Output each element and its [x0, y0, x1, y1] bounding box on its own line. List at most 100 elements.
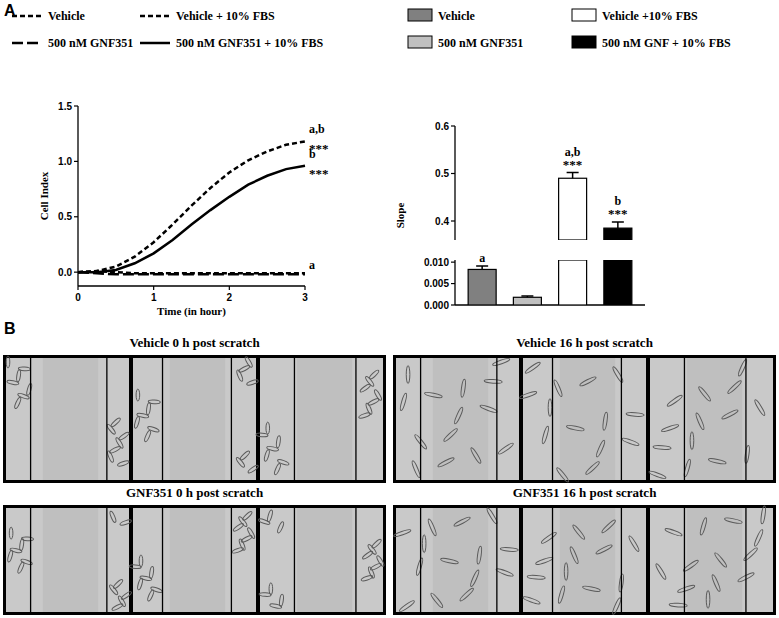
image-frame — [393, 355, 776, 483]
series-line — [78, 272, 305, 274]
annotation: *** — [563, 157, 583, 172]
cell — [666, 394, 683, 407]
cell — [232, 522, 244, 532]
cell — [744, 445, 750, 463]
y-tick-label: 0.010 — [424, 257, 449, 268]
cell — [361, 575, 374, 582]
wound-edge — [106, 508, 107, 612]
bar-upper — [559, 178, 587, 240]
annotation: a,b — [309, 122, 325, 136]
x-tick-label: 2 — [227, 292, 233, 303]
y-tick — [74, 105, 78, 106]
cell — [611, 597, 622, 615]
annotation: *** — [608, 206, 628, 221]
cell — [17, 561, 25, 573]
wound-edge — [745, 358, 746, 480]
cell — [266, 446, 278, 452]
y-axis — [77, 106, 78, 286]
cell — [579, 376, 597, 387]
cell — [376, 555, 385, 567]
cell — [612, 366, 624, 383]
micrograph — [133, 358, 256, 480]
legend-label: Vehicle + 10% FBS — [176, 9, 275, 23]
cell — [17, 392, 30, 399]
x-tick — [229, 286, 230, 290]
image-title: GNF351 0 h post scratch — [126, 485, 264, 500]
cell — [443, 428, 459, 443]
cell — [595, 544, 613, 555]
cell — [144, 430, 152, 442]
cell — [422, 535, 426, 553]
wound-edge — [745, 508, 746, 612]
cell — [247, 464, 259, 474]
cell — [362, 550, 374, 560]
cell — [108, 584, 118, 596]
micrograph — [260, 508, 383, 612]
cell — [149, 566, 154, 578]
cell — [424, 391, 442, 398]
wound-edge — [684, 358, 685, 480]
cell — [107, 450, 115, 462]
legend-label: Vehicle +10% FBS — [602, 9, 698, 23]
wound-edge — [552, 358, 553, 480]
cell — [664, 527, 682, 537]
wound-edge — [231, 508, 232, 612]
y-tick — [451, 262, 455, 263]
cell — [267, 510, 274, 523]
wound-edge — [231, 358, 232, 480]
cell — [453, 407, 464, 425]
annotation: b — [309, 147, 316, 161]
cell — [235, 457, 245, 469]
cell — [548, 399, 552, 417]
error-bar — [521, 296, 533, 297]
wound-edge — [294, 508, 295, 612]
cell — [256, 433, 268, 437]
cell — [706, 590, 710, 608]
cell — [743, 547, 759, 562]
wound-edge — [621, 508, 622, 612]
wound-edge — [355, 358, 356, 480]
micrograph — [650, 508, 773, 612]
wound-edge — [420, 508, 421, 612]
error-bar — [612, 222, 624, 228]
image-frame — [393, 505, 776, 615]
cell — [367, 566, 375, 578]
cell — [147, 426, 160, 433]
cell — [437, 457, 455, 468]
cell — [110, 417, 121, 428]
cell — [369, 369, 380, 380]
cell — [655, 563, 667, 580]
cell — [134, 416, 141, 429]
cell — [497, 442, 514, 455]
error-bar — [567, 173, 579, 179]
cell — [246, 379, 259, 386]
wound-edge — [496, 358, 497, 480]
cell — [398, 599, 415, 612]
micrograph-shade — [433, 358, 488, 480]
legend-label: 500 nM GNF351 — [438, 36, 523, 50]
cell — [117, 595, 126, 607]
image-title: Vehicle 16 h post scratch — [516, 335, 654, 350]
micrograph-shade — [560, 508, 615, 612]
y-tick — [451, 125, 455, 126]
plot-marks — [78, 141, 305, 274]
plot-marks — [468, 173, 632, 305]
cell — [754, 399, 766, 416]
cell — [406, 366, 410, 384]
cell — [440, 557, 458, 564]
legend-label: Vehicle — [438, 9, 476, 23]
wound-edge — [684, 508, 685, 612]
micrograph — [133, 508, 256, 612]
cell — [753, 529, 764, 547]
micrograph-shade — [43, 358, 98, 480]
cell — [16, 369, 21, 381]
x-tick — [153, 286, 154, 290]
y-tick — [74, 272, 78, 273]
y-axis-label: Slope — [394, 203, 406, 229]
cell — [276, 436, 281, 448]
cell — [585, 461, 601, 476]
image-frame — [3, 505, 386, 615]
wound-edge — [30, 358, 31, 480]
cell — [453, 516, 471, 527]
wound-edge — [496, 508, 497, 612]
